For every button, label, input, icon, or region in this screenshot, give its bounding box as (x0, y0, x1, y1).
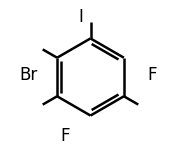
Text: F: F (60, 127, 70, 145)
Text: F: F (147, 66, 157, 84)
Text: I: I (78, 8, 83, 26)
Text: Br: Br (19, 66, 38, 84)
